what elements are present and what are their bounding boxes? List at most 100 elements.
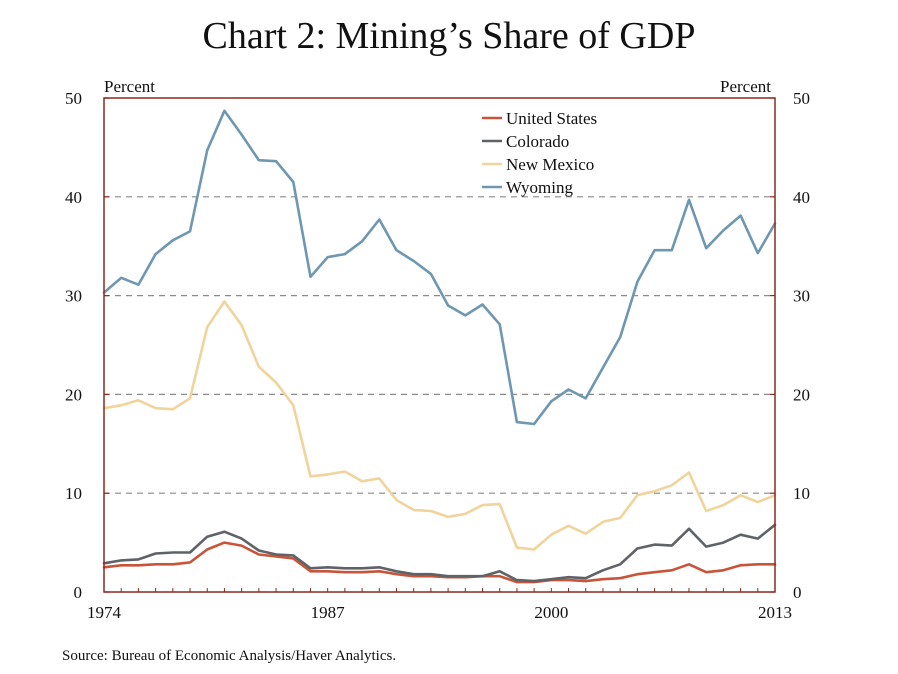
data-point-colorado <box>308 566 313 571</box>
data-point-wyoming <box>704 246 709 251</box>
data-point-new-mexico <box>704 508 709 513</box>
series-line-colorado <box>102 523 777 583</box>
data-point-colorado <box>497 569 502 574</box>
y-tick-left-40: 40 <box>65 188 82 207</box>
data-point-new-mexico <box>463 511 468 516</box>
series-line-new-mexico <box>102 300 777 551</box>
data-point-wyoming <box>377 217 382 222</box>
data-point-new-mexico <box>394 498 399 503</box>
data-point-united-states <box>618 576 623 581</box>
data-point-colorado <box>600 568 605 573</box>
y-tick-right-20: 20 <box>793 385 810 404</box>
data-point-new-mexico <box>360 479 365 484</box>
data-point-wyoming <box>755 251 760 256</box>
data-point-wyoming <box>566 387 571 392</box>
data-point-wyoming <box>411 259 416 264</box>
data-point-colorado <box>721 540 726 545</box>
data-point-wyoming <box>428 271 433 276</box>
data-point-new-mexico <box>635 493 640 498</box>
y-tick-left-20: 20 <box>65 385 82 404</box>
data-point-colorado <box>463 574 468 579</box>
data-point-new-mexico <box>308 474 313 479</box>
data-point-new-mexico <box>411 507 416 512</box>
data-point-colorado <box>291 553 296 558</box>
data-point-colorado <box>205 534 210 539</box>
y-tick-right-10: 10 <box>793 484 810 503</box>
data-point-united-states <box>205 547 210 552</box>
grid-lines <box>104 196 775 494</box>
x-tick-1974: 1974 <box>87 603 122 622</box>
data-point-colorado <box>119 558 124 563</box>
data-point-united-states <box>119 563 124 568</box>
data-point-wyoming <box>205 148 210 153</box>
data-point-wyoming <box>480 302 485 307</box>
data-point-new-mexico <box>446 514 451 519</box>
data-point-wyoming <box>325 255 330 260</box>
data-point-wyoming <box>308 274 313 279</box>
data-point-united-states <box>600 577 605 582</box>
data-point-wyoming <box>170 238 175 243</box>
data-point-united-states <box>755 562 760 567</box>
legend-label-united-states: United States <box>506 109 597 128</box>
x-tick-1987: 1987 <box>311 603 346 622</box>
y-tick-left-10: 10 <box>65 484 82 503</box>
data-point-wyoming <box>342 252 347 257</box>
data-point-new-mexico <box>222 299 227 304</box>
data-point-wyoming <box>600 365 605 370</box>
data-point-colorado <box>256 548 261 553</box>
data-point-colorado <box>635 546 640 551</box>
data-point-colorado <box>170 550 175 555</box>
data-point-colorado <box>360 566 365 571</box>
data-point-united-states <box>721 568 726 573</box>
data-point-new-mexico <box>325 472 330 477</box>
data-point-united-states <box>222 540 227 545</box>
data-point-colorado <box>153 551 158 556</box>
data-point-united-states <box>738 563 743 568</box>
y-tick-right-30: 30 <box>793 287 810 306</box>
data-point-colorado <box>686 526 691 531</box>
data-point-new-mexico <box>652 489 657 494</box>
data-point-wyoming <box>188 229 193 234</box>
legend-label-wyoming: Wyoming <box>506 178 573 197</box>
data-point-united-states <box>136 563 141 568</box>
data-point-new-mexico <box>274 380 279 385</box>
data-point-wyoming <box>738 213 743 218</box>
data-point-colorado <box>755 536 760 541</box>
source-note: Source: Bureau of Economic Analysis/Have… <box>62 648 397 664</box>
data-point-wyoming <box>119 275 124 280</box>
data-point-wyoming <box>549 399 554 404</box>
data-point-new-mexico <box>583 531 588 536</box>
data-point-wyoming <box>532 422 537 427</box>
data-point-new-mexico <box>532 547 537 552</box>
data-point-wyoming <box>360 239 365 244</box>
data-point-new-mexico <box>188 396 193 401</box>
data-point-new-mexico <box>755 500 760 505</box>
data-point-united-states <box>153 562 158 567</box>
data-point-colorado <box>566 575 571 580</box>
y-tick-right-40: 40 <box>793 188 810 207</box>
legend-label-new-mexico: New Mexico <box>506 155 594 174</box>
data-point-new-mexico <box>618 515 623 520</box>
data-point-colorado <box>342 566 347 571</box>
y-tick-left-0: 0 <box>74 583 83 602</box>
data-point-new-mexico <box>342 469 347 474</box>
data-point-united-states <box>669 568 674 573</box>
y-tick-right-0: 0 <box>793 583 802 602</box>
data-point-wyoming <box>239 132 244 137</box>
data-point-new-mexico <box>566 523 571 528</box>
data-point-colorado <box>618 562 623 567</box>
data-point-colorado <box>274 552 279 557</box>
legend: United States Colorado New Mexico Wyoming <box>482 109 597 197</box>
data-point-colorado <box>583 576 588 581</box>
data-point-colorado <box>325 565 330 570</box>
series-line-wyoming <box>102 109 777 426</box>
data-point-wyoming <box>514 420 519 425</box>
data-point-united-states <box>497 574 502 579</box>
data-point-wyoming <box>635 279 640 284</box>
data-point-new-mexico <box>669 483 674 488</box>
data-point-new-mexico <box>600 519 605 524</box>
axes: 0 0 10 10 20 20 30 30 40 40 50 50 Percent Percent 1974… <box>65 77 810 622</box>
data-point-new-mexico <box>428 508 433 513</box>
data-point-united-states <box>239 543 244 548</box>
